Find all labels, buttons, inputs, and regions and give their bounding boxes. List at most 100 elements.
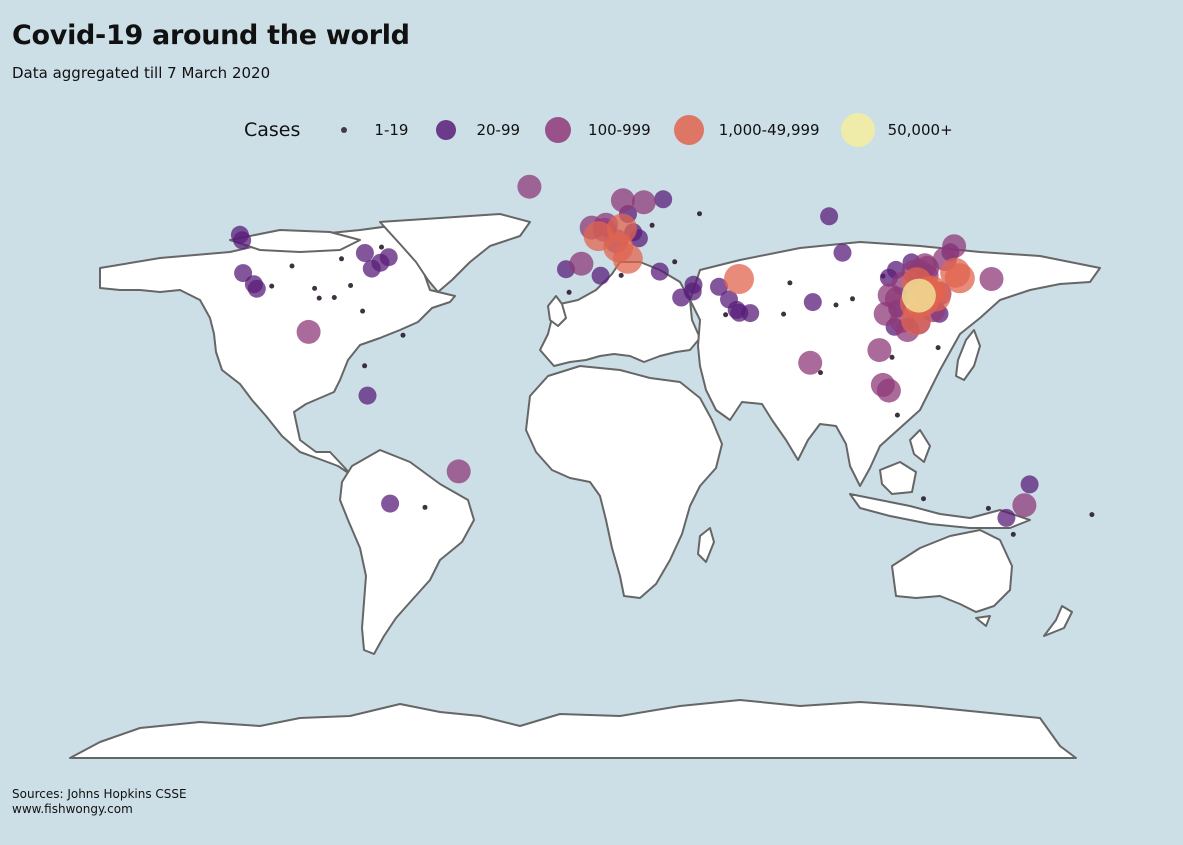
sources-line: Sources: Johns Hopkins CSSE xyxy=(12,787,187,801)
case-points-layer xyxy=(230,174,1095,537)
case-point xyxy=(358,386,377,405)
case-point xyxy=(269,283,275,289)
case-point xyxy=(316,295,322,301)
case-point xyxy=(649,222,655,228)
case-point xyxy=(672,259,678,265)
chart-title: Covid-19 around the world xyxy=(12,20,410,51)
case-point xyxy=(867,338,892,363)
case-point xyxy=(901,278,936,313)
case-point xyxy=(818,370,823,376)
sources-note: Sources: Johns Hopkins CSSE www.fishwong… xyxy=(12,787,187,817)
legend-label: 20-99 xyxy=(476,121,521,139)
legend-label: 50,000+ xyxy=(887,121,953,139)
case-point xyxy=(360,308,366,314)
land-arctic-islands xyxy=(229,229,361,253)
case-point xyxy=(654,190,673,209)
legend-title: Cases xyxy=(244,119,301,141)
legend-item-50000-plus: 50,000+ xyxy=(840,112,953,148)
land-japan xyxy=(955,329,981,381)
case-point xyxy=(921,496,926,502)
case-point xyxy=(631,190,656,215)
case-point xyxy=(1010,531,1016,537)
land-europe xyxy=(539,261,701,367)
legend-item-100-999: 100-999 xyxy=(540,112,651,148)
case-point xyxy=(348,283,354,288)
case-point xyxy=(296,319,321,344)
case-point xyxy=(1020,475,1039,494)
land-philippines xyxy=(909,429,931,463)
land-africa xyxy=(525,365,723,599)
land-greenland xyxy=(379,213,531,293)
case-point xyxy=(894,412,900,418)
legend-label: 100-999 xyxy=(588,121,651,139)
case-point xyxy=(591,266,610,285)
case-point xyxy=(781,311,787,317)
case-point xyxy=(312,285,318,291)
land-madagascar xyxy=(697,527,715,563)
case-point xyxy=(331,295,337,300)
case-point xyxy=(422,504,428,510)
case-point xyxy=(683,282,702,301)
case-point xyxy=(803,293,822,312)
legend-swatch-100-999 xyxy=(545,117,572,143)
case-point xyxy=(566,289,572,295)
land-tasmania xyxy=(975,615,991,627)
case-point xyxy=(230,225,249,244)
case-point xyxy=(569,251,594,276)
case-point xyxy=(355,244,374,262)
case-point xyxy=(985,505,991,511)
case-point xyxy=(650,262,669,281)
case-point xyxy=(723,312,729,318)
case-point xyxy=(741,304,760,323)
case-point xyxy=(889,354,895,360)
case-point xyxy=(339,256,344,262)
chart-subtitle: Data aggregated till 7 March 2020 xyxy=(12,64,271,82)
legend-swatch-1000-49999 xyxy=(673,115,704,145)
legend-swatch-1-19 xyxy=(341,127,348,133)
land-layer xyxy=(69,213,1101,759)
legend-label: 1-19 xyxy=(374,121,409,139)
case-point xyxy=(710,277,728,296)
legend-swatch-50000-plus xyxy=(840,113,875,147)
case-point xyxy=(247,279,266,298)
case-point xyxy=(379,244,384,250)
legend: Cases 1-19 20-99 100-999 1,000-49,999 50… xyxy=(244,112,973,148)
case-point xyxy=(979,267,1004,291)
land-antarctica xyxy=(69,699,1077,759)
case-point xyxy=(381,494,400,513)
case-point xyxy=(517,174,542,199)
case-point xyxy=(697,211,702,217)
case-point xyxy=(820,207,839,226)
case-point xyxy=(400,332,406,338)
case-point xyxy=(289,263,295,269)
case-point xyxy=(362,363,368,369)
case-point xyxy=(1089,512,1095,518)
land-borneo xyxy=(879,461,917,495)
legend-item-1000-49999: 1,000-49,999 xyxy=(671,112,820,148)
case-point xyxy=(787,280,793,286)
case-point xyxy=(618,272,624,278)
land-indonesia xyxy=(849,493,1031,529)
case-point xyxy=(873,301,898,326)
land-south-america xyxy=(339,449,475,655)
case-point xyxy=(610,188,635,213)
case-point xyxy=(234,264,253,283)
website-line: www.fishwongy.com xyxy=(12,802,133,816)
land-australia xyxy=(891,529,1013,613)
case-point xyxy=(1012,493,1037,518)
legend-item-1-19: 1-19 xyxy=(326,112,408,148)
case-point xyxy=(612,243,643,274)
case-point xyxy=(446,459,471,484)
legend-label: 1,000-49,999 xyxy=(718,121,820,139)
case-point xyxy=(833,302,839,308)
legend-swatch-20-99 xyxy=(436,120,457,140)
case-point xyxy=(850,296,855,302)
case-point xyxy=(944,263,975,294)
case-point xyxy=(798,350,823,375)
land-asia xyxy=(689,241,1101,487)
case-point xyxy=(997,508,1016,527)
case-point xyxy=(935,345,941,351)
land-uk xyxy=(547,295,567,327)
case-point xyxy=(724,264,754,294)
